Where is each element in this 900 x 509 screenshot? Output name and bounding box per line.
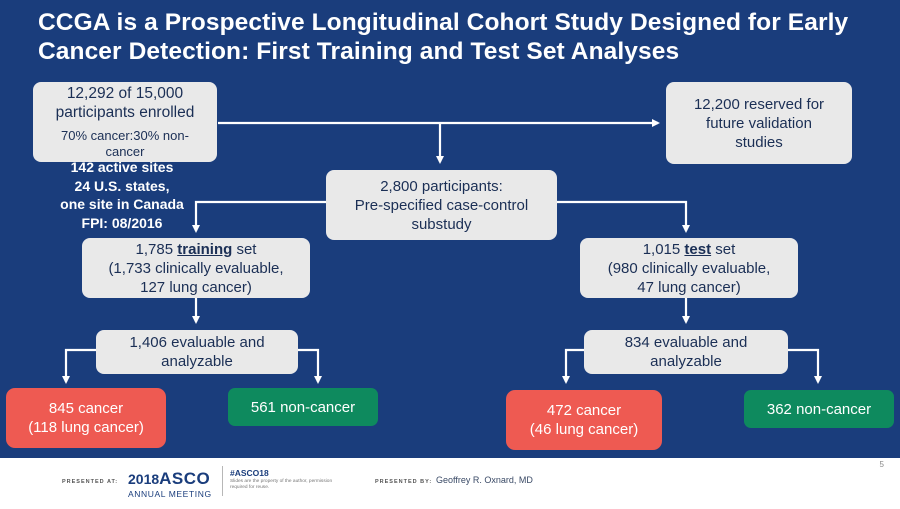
logo-name: ASCO xyxy=(159,469,211,488)
flow-connectors xyxy=(62,119,822,384)
train-cancer-box: 845 cancer (118 lung cancer) xyxy=(6,388,166,448)
footer-divider xyxy=(222,466,223,496)
asco-logo: 2018ASCO ANNUAL MEETING xyxy=(128,469,211,499)
test-evaluable: (980 clinically evaluable, xyxy=(607,259,771,277)
presented-by-label: PRESENTED BY: xyxy=(375,479,433,485)
sites-fpi: FPI: 08/2016 xyxy=(81,214,163,231)
test-evaluable-line1: 834 evaluable and xyxy=(624,334,748,351)
disclaimer: Slides are the property of the author, p… xyxy=(230,479,333,490)
train-cancer-lung: (118 lung cancer) xyxy=(28,419,144,436)
slide: CCGA is a Prospective Longitudinal Cohor… xyxy=(0,0,900,458)
test-noncancer-count: 362 non-cancer xyxy=(766,400,872,418)
train-cancer-count: 845 cancer xyxy=(48,400,124,417)
connector-test-eval-noncancer xyxy=(788,348,822,384)
train-noncancer-box: 561 non-cancer xyxy=(228,388,378,426)
train-evaluable-line1: 1,406 evaluable and xyxy=(129,334,265,351)
presenter-name: Geoffrey R. Oxnard, MD xyxy=(436,475,533,485)
test-lung: 47 lung cancer) xyxy=(637,278,741,296)
test-cancer-box: 472 cancer (46 lung cancer) xyxy=(506,390,662,450)
footer: 5 PRESENTED AT: 2018ASCO ANNUAL MEETING … xyxy=(0,458,900,509)
test-set-box: 1,015 test set (980 clinically evaluable… xyxy=(580,238,798,298)
logo-year: 2018 xyxy=(128,471,160,487)
sites-active: 142 active sites xyxy=(70,159,174,175)
test-evaluable-box: 834 evaluable and analyzable xyxy=(584,330,788,374)
train-noncancer-count: 561 non-cancer xyxy=(250,398,356,416)
train-evaluable-box: 1,406 evaluable and analyzable xyxy=(96,330,298,374)
reserved-line3: studies xyxy=(735,133,783,151)
enrolled-box: 12,292 of 15,000 participants enrolled 7… xyxy=(33,82,217,162)
connector-substudy-training xyxy=(192,200,326,233)
test-noncancer-box: 362 non-cancer xyxy=(744,390,894,428)
test-cancer-count: 472 cancer xyxy=(546,402,622,419)
test-evaluable-line2: analyzable xyxy=(650,353,722,370)
test-set-title: 1,015 test set xyxy=(642,240,736,258)
sites-states: 24 U.S. states, xyxy=(74,177,170,194)
sites-canada: one site in Canada xyxy=(60,196,184,212)
test-cancer-lung: (46 lung cancer) xyxy=(529,421,639,438)
substudy-line3: substudy xyxy=(411,215,472,233)
hashtag: #ASCO18 xyxy=(230,468,269,478)
page-number: 5 xyxy=(879,460,884,469)
connector-train-eval-noncancer xyxy=(298,348,322,384)
reserved-line1: 12,200 reserved for xyxy=(693,95,825,113)
connector-test-eval-cancer xyxy=(562,348,584,384)
sites-info: 142 active sites 24 U.S. states, one sit… xyxy=(32,158,212,232)
train-evaluable-line2: analyzable xyxy=(161,353,233,370)
reserved-box: 12,200 reserved for future validation st… xyxy=(666,82,852,164)
substudy-box: 2,800 participants: Pre-specified case-c… xyxy=(326,170,557,240)
presented-at-label: PRESENTED AT: xyxy=(62,479,119,485)
reserved-line2: future validation xyxy=(706,114,812,132)
enrolled-count: 12,292 of 15,000 xyxy=(66,85,184,102)
training-set-title: 1,785 training set xyxy=(135,240,257,258)
training-set-box: 1,785 training set (1,733 clinically eva… xyxy=(82,238,310,298)
substudy-line2: Pre-specified case-control xyxy=(354,196,529,214)
slide-title: CCGA is a Prospective Longitudinal Cohor… xyxy=(38,9,849,65)
substudy-line1: 2,800 participants: xyxy=(380,177,503,195)
training-evaluable: (1,733 clinically evaluable, xyxy=(108,259,284,277)
connector-train-eval-cancer xyxy=(62,348,96,384)
enrolled-ratio: 70% cancer:30% non-cancer xyxy=(61,128,189,159)
connector-substudy-test xyxy=(557,200,690,233)
training-lung: 127 lung cancer) xyxy=(140,278,252,296)
logo-subtitle: ANNUAL MEETING xyxy=(128,489,212,499)
enrolled-label: participants enrolled xyxy=(55,104,195,121)
